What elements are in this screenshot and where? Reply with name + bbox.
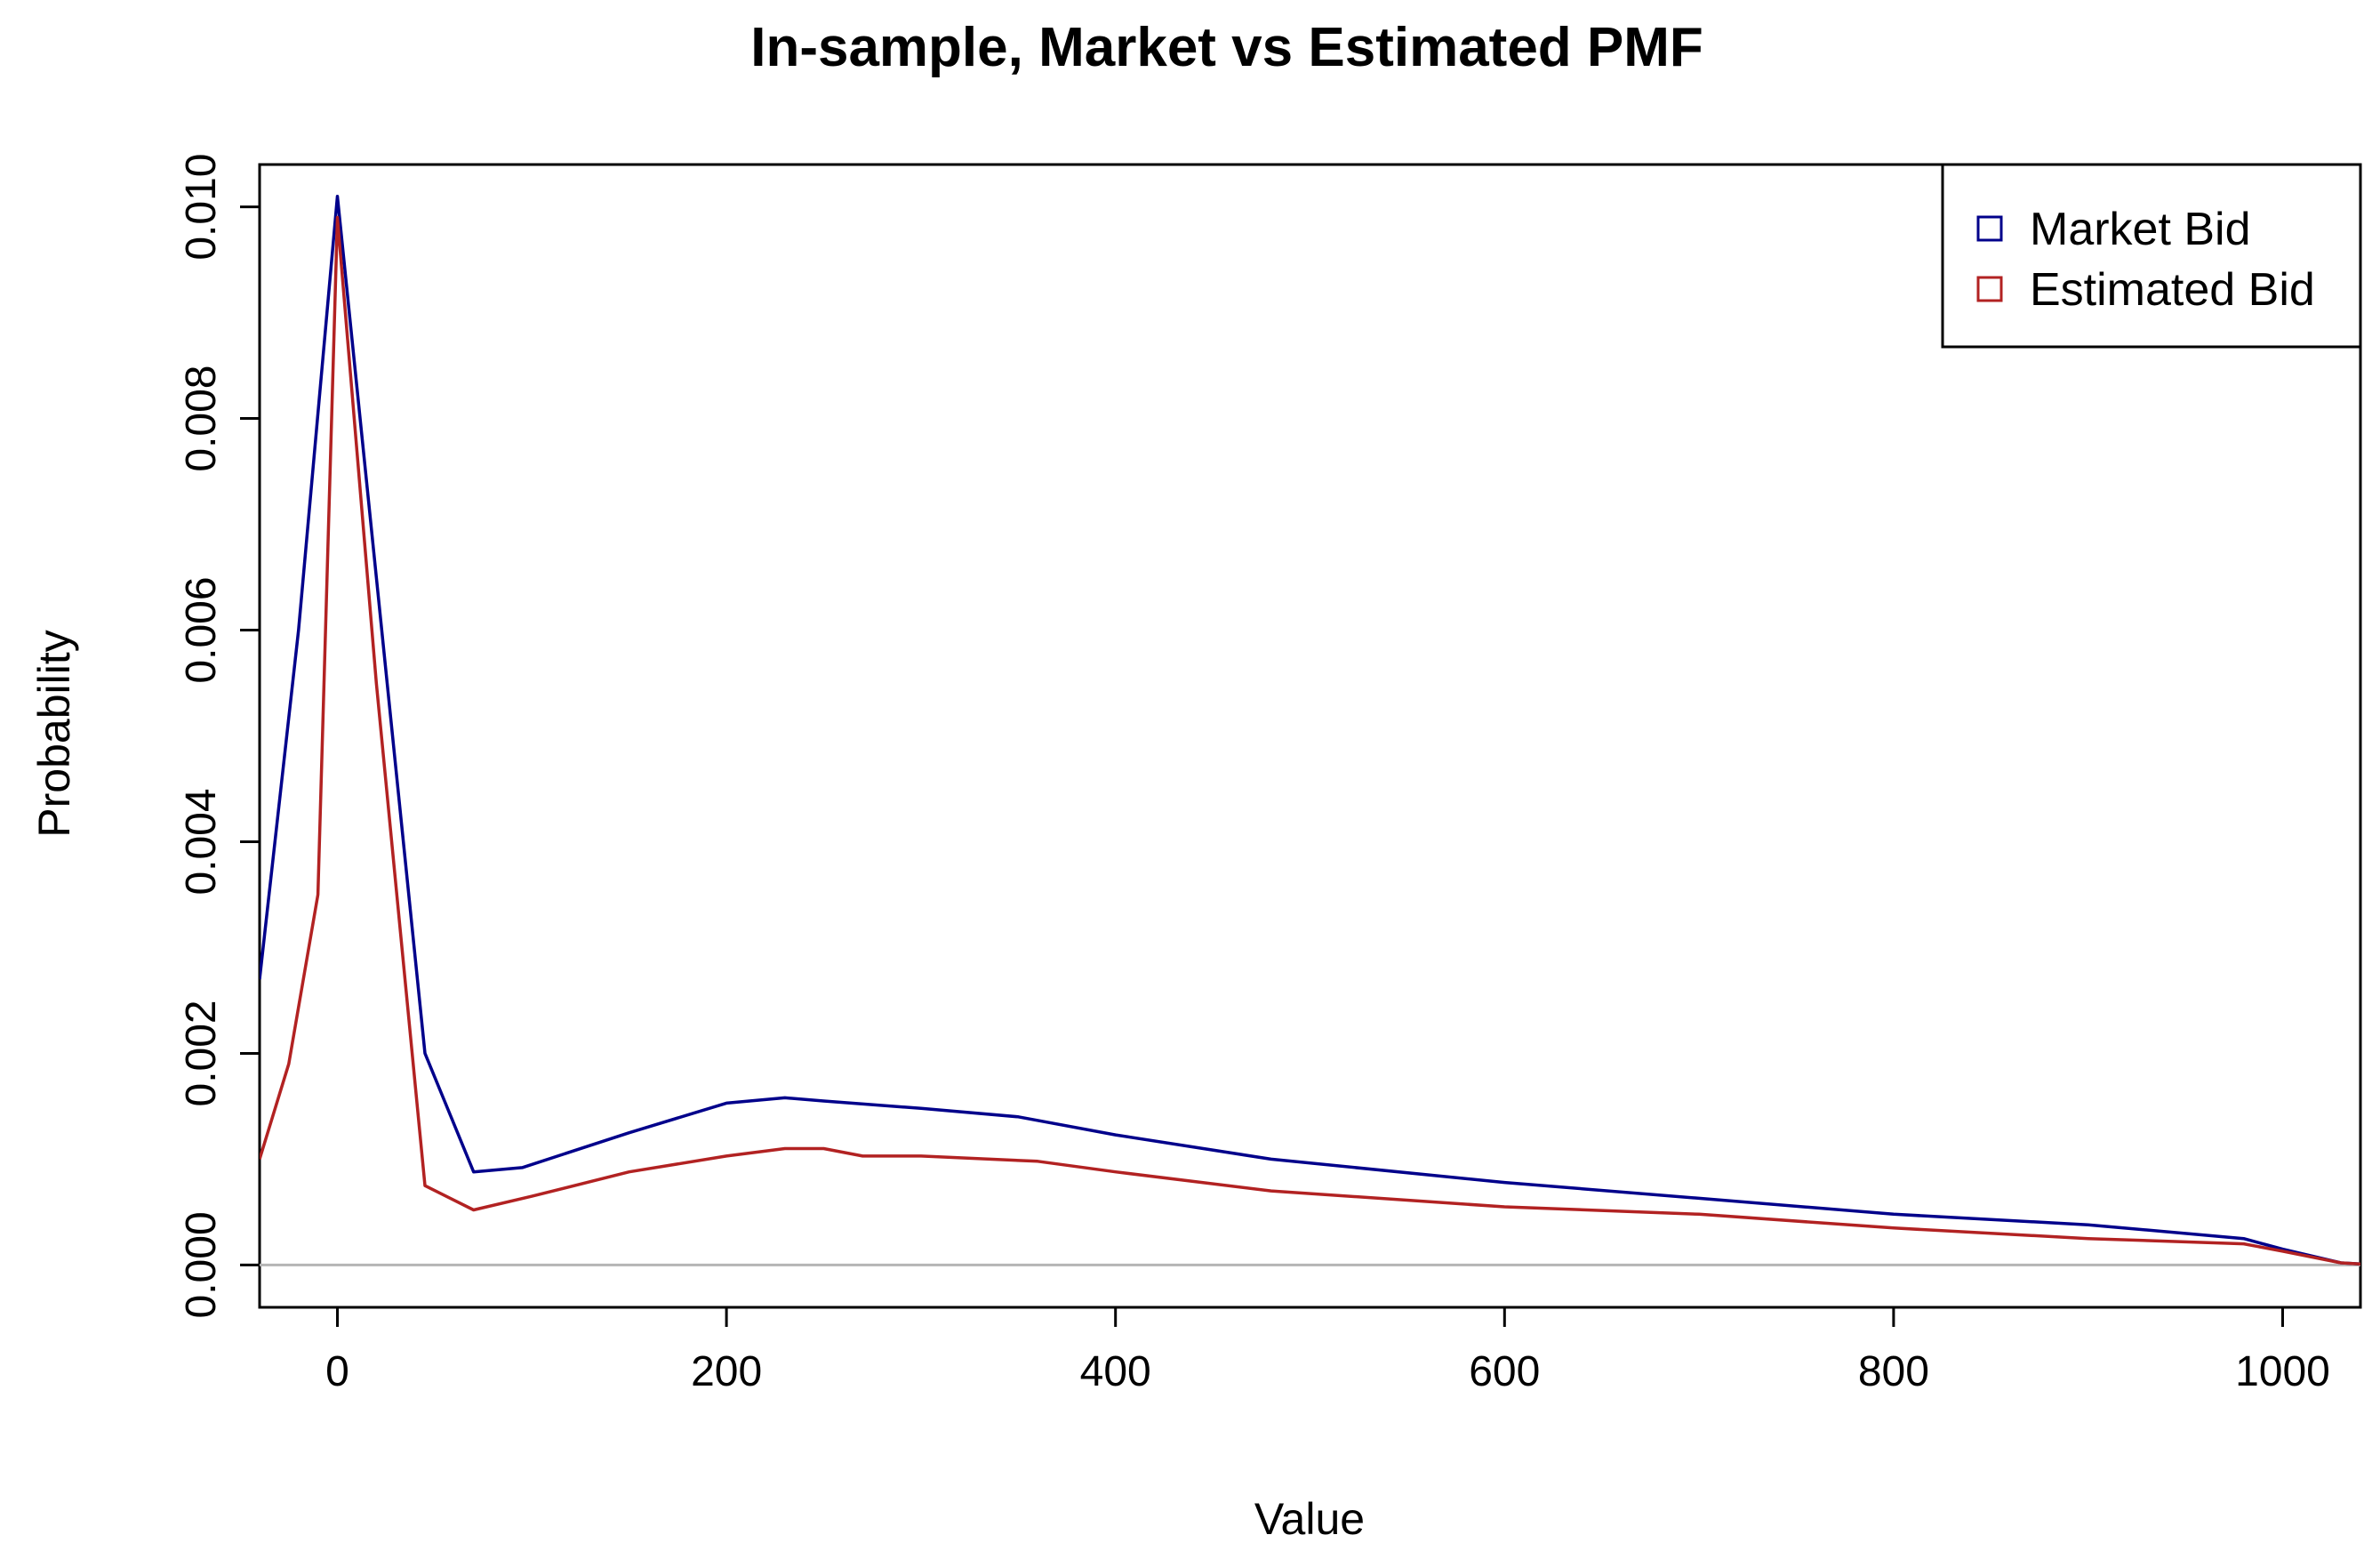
x-tick-label: 800 [1858,1348,1929,1395]
series-line-estimated-bid [260,215,2360,1266]
x-tick-label: 400 [1080,1348,1151,1395]
legend-market-bid-label: Market Bid [2030,204,2251,255]
x-tick-label: 200 [691,1348,762,1395]
y-tick-label: 0.008 [178,365,225,471]
legend-box [1941,163,2362,349]
y-axis: 0.000 0.002 0.004 0.006 0.008 0.010 [178,154,260,1318]
y-tick-label: 0.000 [178,1211,225,1318]
legend-estimated-bid-swatch [1976,276,2003,302]
legend-market-bid-swatch [1976,215,2003,242]
y-axis-label: Probability [29,630,79,837]
chart-title: In-sample, Market vs Estimated PMF [750,17,1703,78]
legend: Market Bid Estimated Bid [1941,163,2362,349]
y-tick-label: 0.002 [178,1000,225,1106]
plot-area [258,163,2362,1309]
x-axis-label: Value [1254,1494,1365,1544]
y-tick-label: 0.006 [178,576,225,683]
series-layer [260,194,2360,1266]
x-tick-label: 600 [1469,1348,1540,1395]
x-tick-label: 1000 [2235,1348,2330,1395]
legend-estimated-bid-label: Estimated Bid [2030,264,2315,316]
series-line-market-bid [260,194,2360,1266]
x-axis: 0 200 400 600 800 1000 [325,1307,2330,1395]
y-tick-label: 0.010 [178,154,225,261]
y-tick-label: 0.004 [178,788,225,895]
plot-frame [258,163,2362,1309]
x-tick-label: 0 [325,1348,349,1395]
